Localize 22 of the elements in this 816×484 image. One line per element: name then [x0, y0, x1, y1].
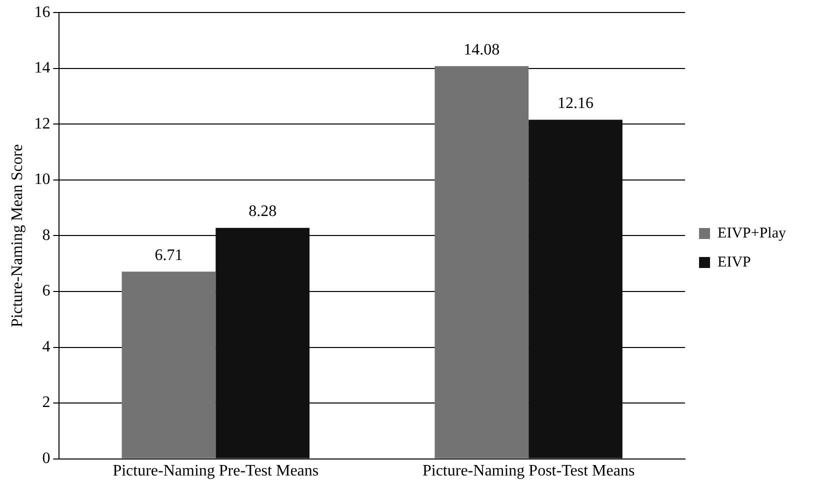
y-axis-title: Picture-Naming Mean Score — [8, 144, 26, 328]
y-tick-label: 16 — [34, 4, 50, 21]
y-tick-label: 10 — [34, 171, 50, 188]
y-tick-label: 6 — [42, 282, 50, 300]
x-tick-label: Picture-Naming Pre-Test Means — [112, 462, 319, 480]
y-tick-label: 8 — [42, 226, 50, 244]
y-tick-label: 2 — [42, 394, 50, 412]
legend-label: EIVP+Play — [718, 225, 786, 242]
bar — [122, 272, 216, 458]
y-tick-label: 12 — [34, 115, 50, 132]
data-label: 6.71 — [154, 246, 183, 264]
y-tick-label: 4 — [42, 338, 50, 356]
y-tick-label: 0 — [42, 450, 50, 468]
y-tick-label: 14 — [34, 60, 50, 77]
x-tick-label: Picture-Naming Post-Test Means — [422, 462, 635, 480]
legend-label: EIVP — [718, 254, 751, 270]
bar — [434, 66, 529, 458]
data-label: 14.08 — [464, 41, 500, 58]
data-label: 8.28 — [248, 203, 277, 220]
bar — [216, 228, 310, 458]
bar — [528, 120, 622, 458]
data-label: 12.16 — [558, 94, 594, 112]
